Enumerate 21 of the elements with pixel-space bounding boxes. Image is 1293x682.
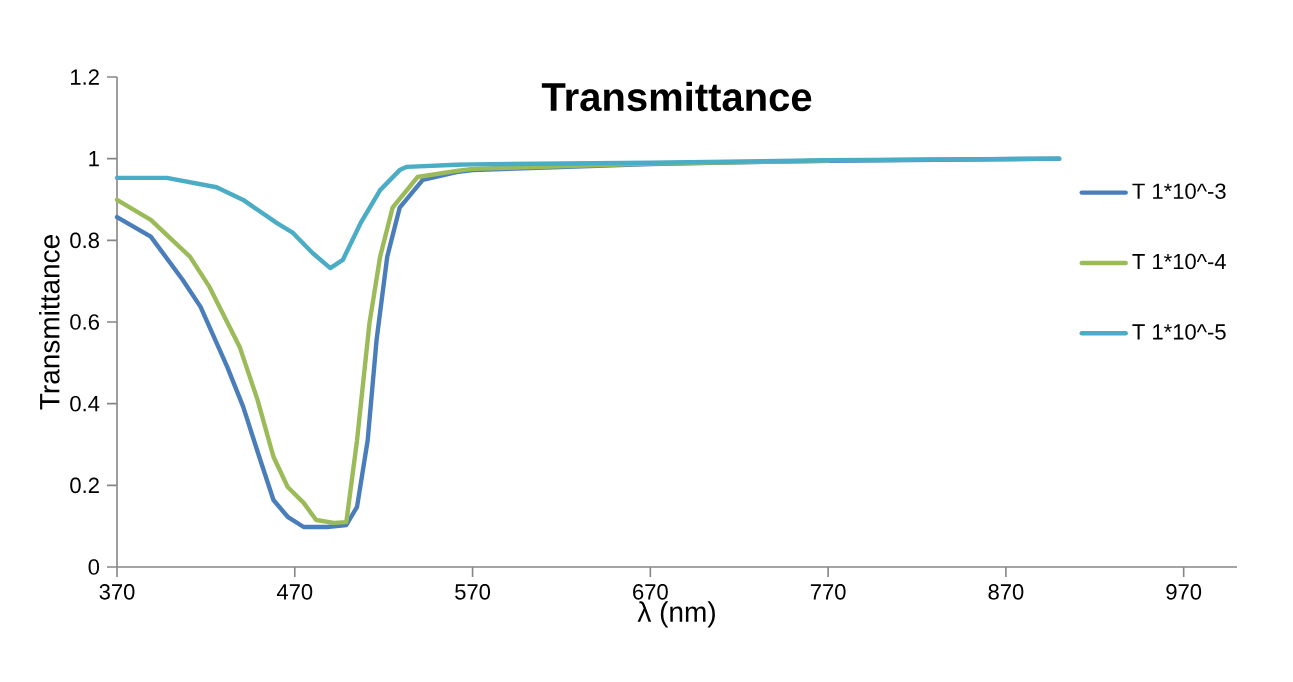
y-tick-label: 0.2 <box>70 477 99 494</box>
x-tick-label: 670 <box>633 584 668 600</box>
x-tick-label: 370 <box>99 584 135 600</box>
y-axis-title: Transmittance <box>39 235 60 410</box>
x-tick-label: 870 <box>988 584 1024 600</box>
y-tick-label: 1.2 <box>71 69 99 85</box>
chart-title: Transmittance <box>541 81 812 112</box>
y-tick-label: 0 <box>88 559 100 575</box>
y-tick-label: 0.8 <box>70 232 99 249</box>
legend-label: T 1*10^-5 <box>1132 324 1226 340</box>
legend-label: T 1*10^-3 <box>1132 183 1226 199</box>
legend-label: T 1*10^-4 <box>1132 253 1226 270</box>
y-tick-label: 0.4 <box>70 395 100 412</box>
x-tick-label: 470 <box>276 584 313 600</box>
y-tick-label: 1 <box>89 151 99 167</box>
y-tick-label: 0.6 <box>70 314 99 330</box>
x-tick-label: 770 <box>810 584 846 600</box>
line-series <box>114 156 1062 271</box>
x-axis-title: λ (nm) <box>637 601 715 628</box>
x-tick-label: 570 <box>455 584 491 600</box>
x-tick-label: 970 <box>1166 584 1202 600</box>
